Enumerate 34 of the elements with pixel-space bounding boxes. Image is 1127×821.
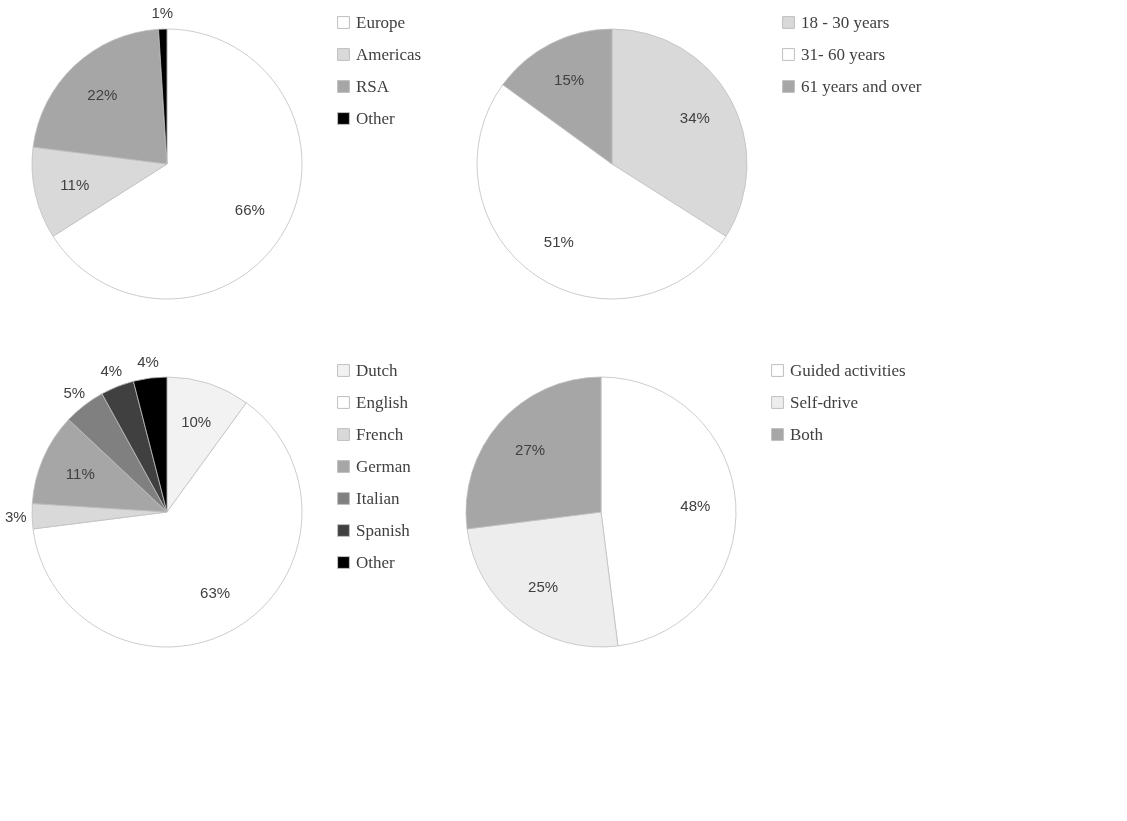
data-label: 4%: [100, 362, 123, 380]
legend-label: Spanish: [356, 520, 411, 540]
legend-label: Other: [356, 552, 396, 572]
data-label: 4%: [137, 352, 159, 370]
data-label: 51%: [543, 233, 574, 251]
legend-label: 31- 60 years: [801, 44, 886, 64]
legend-label: English: [356, 392, 409, 412]
data-label: 3%: [5, 507, 27, 525]
legend-label: Europe: [356, 12, 406, 32]
data-label: 34%: [679, 109, 710, 127]
legend-label: Italian: [356, 488, 400, 508]
legend-label: 18 - 30 years: [801, 12, 890, 32]
data-label: 48%: [680, 497, 711, 515]
data-label: 10%: [181, 413, 212, 431]
legend-label: Both: [790, 424, 824, 444]
data-label: 11%: [60, 175, 90, 193]
legend-label: German: [356, 456, 412, 476]
data-label: 1%: [151, 3, 174, 21]
data-label: 27%: [515, 440, 546, 458]
data-label: 22%: [87, 86, 118, 104]
legend-label: Dutch: [356, 360, 399, 380]
legend-label: Self-drive: [790, 392, 858, 412]
data-label: 11%: [65, 465, 95, 483]
data-label: 25%: [528, 577, 559, 595]
data-label: 63%: [200, 584, 231, 602]
legend-label: Guided activities: [790, 360, 906, 380]
data-label: 5%: [63, 383, 86, 401]
legend-label: 61 years and over: [801, 76, 922, 96]
legend-label: RSA: [356, 76, 390, 96]
data-label: 15%: [554, 70, 585, 88]
legend-label: French: [356, 424, 404, 444]
legend-label: Other: [356, 108, 396, 128]
data-label: 66%: [234, 200, 265, 218]
legend-label: Americas: [356, 44, 422, 64]
